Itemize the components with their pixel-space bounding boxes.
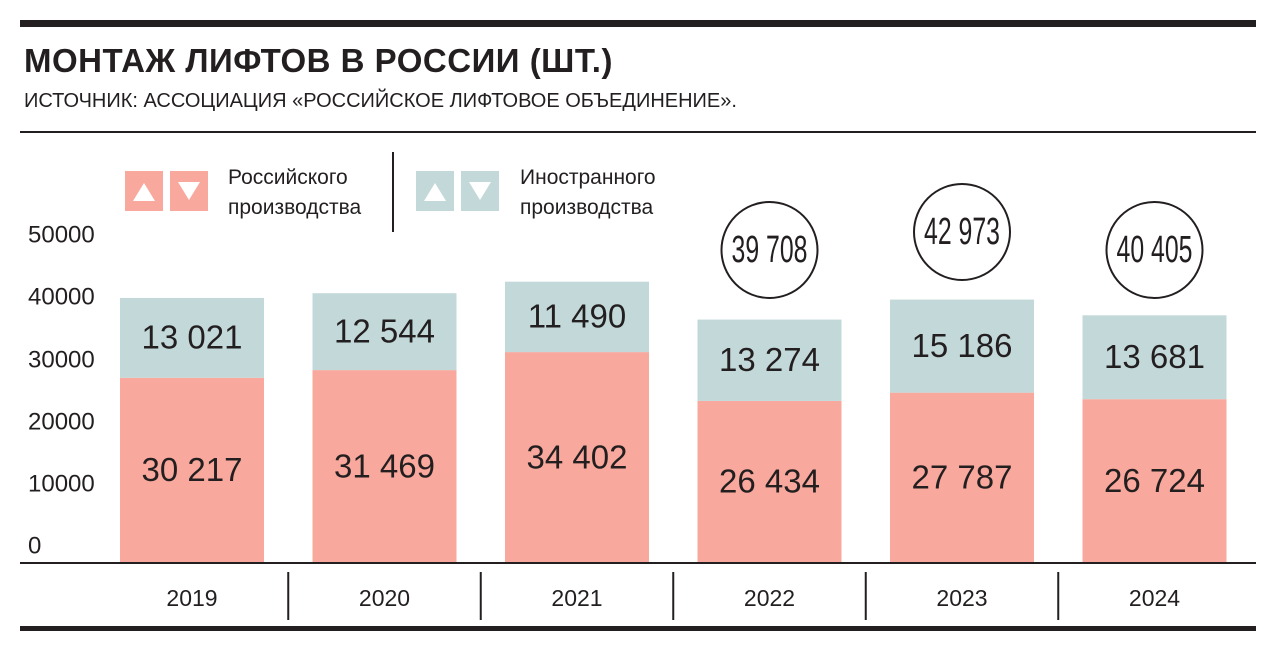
legend-swatch-domestic-down — [170, 171, 208, 211]
bar-foreign — [505, 281, 649, 353]
data-label-foreign: 15 186 — [912, 327, 1013, 364]
x-tick-label: 2021 — [551, 585, 602, 611]
bar-domestic — [120, 377, 264, 563]
data-label-foreign: 11 490 — [528, 298, 626, 335]
data-label-foreign: 13 681 — [1104, 338, 1205, 375]
total-label: 42 973 — [924, 211, 1000, 253]
bar-foreign — [312, 293, 457, 371]
bar-domestic — [890, 392, 1034, 563]
y-tick-label: 0 — [28, 532, 41, 559]
data-label-domestic: 30 217 — [142, 451, 243, 488]
y-tick-label: 20000 — [28, 408, 95, 435]
data-label-domestic: 27 787 — [912, 459, 1013, 496]
bar-foreign — [1082, 315, 1227, 400]
bar-domestic — [312, 370, 457, 563]
legend-divider — [392, 152, 394, 232]
x-tick-label: 2019 — [166, 585, 217, 611]
bar-domestic — [697, 400, 842, 563]
triangle-down-icon — [178, 182, 200, 200]
data-label-domestic: 26 724 — [1104, 462, 1205, 499]
y-tick-label: 40000 — [28, 283, 95, 310]
bottom-rule — [20, 626, 1256, 631]
total-label: 40 405 — [1117, 229, 1193, 271]
triangle-down-icon — [469, 182, 491, 200]
total-circle — [1105, 201, 1204, 299]
legend-label-domestic: Российского производства — [228, 166, 362, 219]
legend-swatch-foreign-up — [416, 171, 454, 211]
data-label-foreign: 13 274 — [719, 341, 820, 378]
legend-label-foreign: Иностранного производства — [520, 166, 656, 219]
bar-foreign — [890, 299, 1034, 393]
total-circle — [913, 183, 1011, 281]
x-tick-label: 2022 — [744, 585, 795, 611]
triangle-up-icon — [133, 183, 155, 201]
bar-domestic — [1082, 399, 1227, 563]
bar-foreign — [120, 297, 264, 378]
y-tick-label: 10000 — [28, 470, 95, 497]
y-tick-label: 50000 — [28, 221, 95, 248]
header-rule — [20, 131, 1256, 133]
top-rule — [20, 20, 1256, 27]
total-label: 39 708 — [732, 229, 808, 271]
triangle-up-icon — [424, 183, 446, 201]
data-label-domestic: 31 469 — [334, 447, 435, 484]
data-label-domestic: 26 434 — [719, 463, 820, 500]
data-label-domestic: 34 402 — [527, 438, 628, 475]
bar-foreign — [697, 319, 842, 401]
y-tick-label: 30000 — [28, 346, 95, 373]
total-circle — [720, 201, 819, 299]
data-label-foreign: 12 544 — [334, 312, 435, 349]
chart-title: МОНТАЖ ЛИФТОВ В РОССИИ (ШТ.) — [24, 42, 613, 79]
data-label-foreign: 13 021 — [142, 319, 243, 356]
x-tick-label: 2020 — [359, 585, 410, 611]
x-tick-label: 2024 — [1129, 585, 1180, 611]
chart-source: ИСТОЧНИК: АССОЦИАЦИЯ «РОССИЙСКОЕ ЛИФТОВО… — [24, 90, 737, 112]
legend-swatch-foreign-down — [461, 171, 499, 211]
legend-swatch-domestic-up — [125, 171, 163, 211]
x-tick-label: 2023 — [936, 585, 987, 611]
bar-domestic — [505, 352, 649, 563]
